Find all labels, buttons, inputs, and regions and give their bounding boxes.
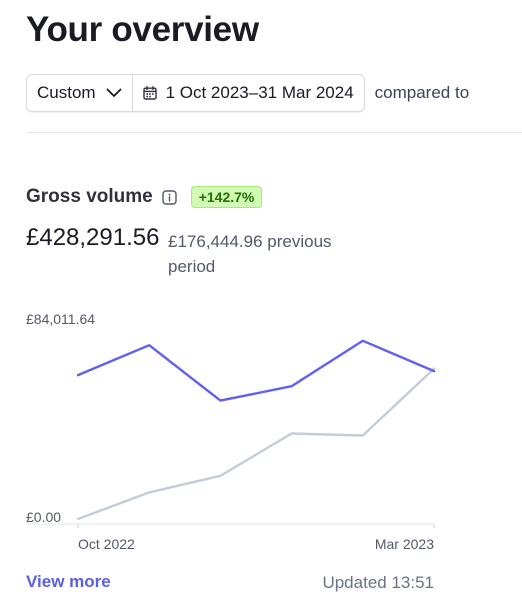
compared-to-label: compared to — [374, 83, 470, 102]
section-divider — [26, 132, 522, 133]
gross-volume-chart: £84,011.64 £0.00 Oct 2022 Mar 2023 — [26, 311, 436, 552]
info-icon[interactable] — [162, 189, 177, 205]
view-more-link[interactable]: View more — [26, 572, 111, 591]
date-range-picker[interactable]: 1 Oct 2023–31 Mar 2024 — [131, 75, 364, 111]
updated-timestamp: Updated 13:51 — [322, 573, 434, 592]
metric-header: Gross volume +142.7% — [26, 184, 263, 210]
range-select[interactable]: Custom — [27, 75, 132, 111]
date-range-label: 1 Oct 2023–31 Mar 2024 — [165, 83, 354, 102]
previous-period-line — [76, 367, 436, 521]
page-title: Your overview — [26, 10, 259, 49]
filter-bar: Custom — [26, 74, 469, 112]
chevron-down-icon — [106, 88, 122, 98]
previous-period-value: £176,444.96 previous period — [168, 232, 332, 276]
y-tick-label-max: £84,011.64 — [26, 311, 95, 327]
y-tick-label-min: £0.00 — [26, 509, 61, 525]
x-tick-label-end: Mar 2023 — [375, 536, 434, 552]
calendar-icon — [142, 86, 157, 100]
change-badge: +142.7% — [190, 186, 263, 208]
metric-title: Gross volume — [26, 186, 153, 207]
current-period-line — [76, 339, 436, 402]
date-filter-group: Custom — [26, 74, 365, 112]
metric-value: £428,291.56 — [26, 224, 160, 251]
range-select-label: Custom — [37, 83, 96, 102]
x-tick-label-start: Oct 2022 — [78, 536, 135, 552]
